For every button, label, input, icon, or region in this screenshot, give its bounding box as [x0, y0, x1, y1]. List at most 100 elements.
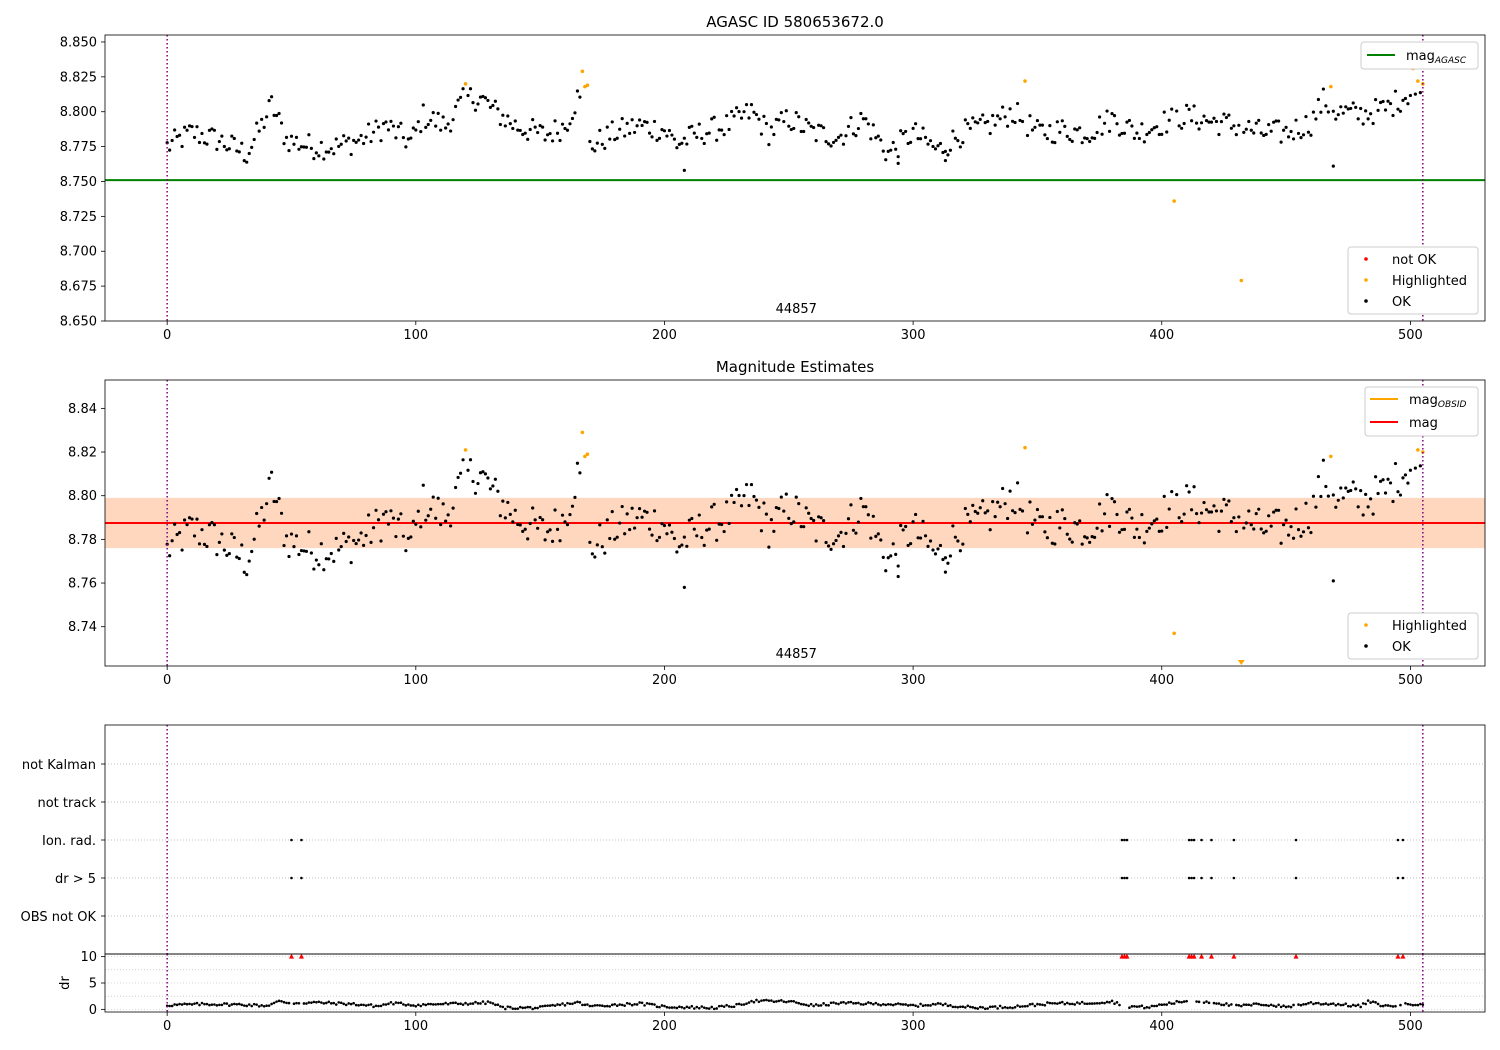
ok-point: [1346, 489, 1350, 493]
ok-point: [1020, 509, 1025, 513]
ok-point: [401, 135, 405, 140]
ok-point: [190, 517, 194, 521]
dr-point: [1195, 1000, 1198, 1003]
ok-point: [1018, 118, 1022, 123]
p1-y-tick-label: 8.800: [60, 105, 97, 120]
dr-point: [849, 1000, 853, 1004]
highlighted-clipped-marker: [1237, 660, 1245, 665]
dr-point: [1008, 1006, 1012, 1009]
dr-point: [1356, 1003, 1360, 1007]
dr-point: [173, 1003, 176, 1006]
ok-point: [478, 471, 483, 475]
ok-point: [1279, 140, 1283, 144]
ok-point: [1112, 500, 1117, 504]
dr-point: [270, 1002, 273, 1006]
ok-point: [1167, 118, 1171, 122]
ok-point: [923, 135, 928, 139]
ok-point: [453, 104, 458, 109]
ok-point: [610, 120, 614, 124]
ok-point: [478, 95, 483, 99]
p2-y-tick-label: 8.76: [68, 577, 97, 592]
ok-point: [700, 535, 704, 540]
ok-point: [752, 110, 756, 114]
dr-point: [1150, 1004, 1154, 1008]
highlighted-point: [585, 452, 590, 457]
ok-point: [1398, 109, 1403, 113]
ok-point: [1311, 110, 1316, 114]
dr-point: [292, 1002, 296, 1006]
ok-point: [329, 551, 333, 556]
ok-point: [889, 554, 893, 558]
ok-point: [1088, 139, 1092, 144]
ok-point: [1055, 120, 1059, 124]
ok-point: [1199, 121, 1204, 125]
p1-title: AGASC ID 580653672.0: [706, 13, 884, 31]
ok-point: [550, 539, 555, 544]
ok-point: [971, 503, 975, 507]
ok-point: [1192, 485, 1196, 489]
ok-point: [496, 489, 500, 493]
ok-point: [197, 140, 202, 145]
ok-point: [866, 122, 870, 126]
ok-point: [996, 500, 1000, 504]
ok-point: [461, 458, 465, 462]
ok-point: [772, 132, 776, 137]
ok-point: [1068, 137, 1072, 142]
dr-point: [1227, 1004, 1231, 1007]
ok-point: [804, 117, 808, 122]
dr-point: [1038, 1003, 1042, 1006]
ok-point: [458, 95, 463, 99]
dr-point: [456, 1002, 460, 1006]
ok-point: [821, 519, 826, 523]
ok-point: [1122, 131, 1127, 135]
ok-point: [983, 511, 987, 515]
dr-point: [1262, 1003, 1266, 1007]
ok-point: [245, 160, 249, 164]
dr-point: [407, 1003, 410, 1006]
ok-point: [366, 122, 371, 126]
ok-point: [476, 102, 480, 106]
ok-point: [1045, 536, 1049, 540]
dr-point: [280, 999, 283, 1003]
ok-point: [1127, 507, 1132, 511]
dr-point: [697, 1006, 701, 1010]
ok-point: [702, 141, 706, 146]
ok-point: [389, 509, 393, 513]
dr-point: [315, 1001, 318, 1004]
ok-point: [416, 120, 420, 124]
ok-point: [998, 117, 1002, 121]
ok-point: [1324, 484, 1328, 489]
dr-point: [705, 1006, 709, 1010]
ok-point: [391, 516, 396, 520]
ok-point: [712, 502, 716, 506]
ok-point: [762, 114, 766, 118]
ok-point: [891, 542, 895, 546]
ok-point: [590, 552, 594, 556]
ok-point: [180, 144, 184, 149]
ok-point: [187, 124, 192, 128]
dr-point: [837, 1002, 840, 1006]
ok-point: [623, 134, 627, 138]
dr-point: [1421, 1003, 1425, 1006]
ok-point: [881, 555, 885, 559]
dr-point: [1060, 1000, 1064, 1004]
dr-point: [426, 1002, 430, 1006]
flag-label: not Kalman: [22, 758, 96, 773]
ok-point: [1249, 128, 1253, 132]
dr-point: [1001, 1006, 1004, 1010]
ok-point: [1262, 133, 1266, 138]
ok-point: [399, 121, 403, 125]
ok-point: [531, 506, 535, 510]
p2-y-tick-label: 8.78: [68, 533, 97, 548]
ok-point: [277, 496, 281, 501]
ok-point: [1403, 96, 1408, 101]
ok-point: [195, 125, 199, 129]
dr-point: [1307, 1001, 1310, 1005]
ok-point: [195, 517, 199, 521]
ok-point: [1344, 105, 1348, 109]
ok-point: [958, 145, 962, 149]
ok-point: [339, 545, 343, 549]
dr-point: [732, 1005, 736, 1009]
ok-point: [1242, 526, 1246, 530]
ok-point: [406, 137, 410, 141]
